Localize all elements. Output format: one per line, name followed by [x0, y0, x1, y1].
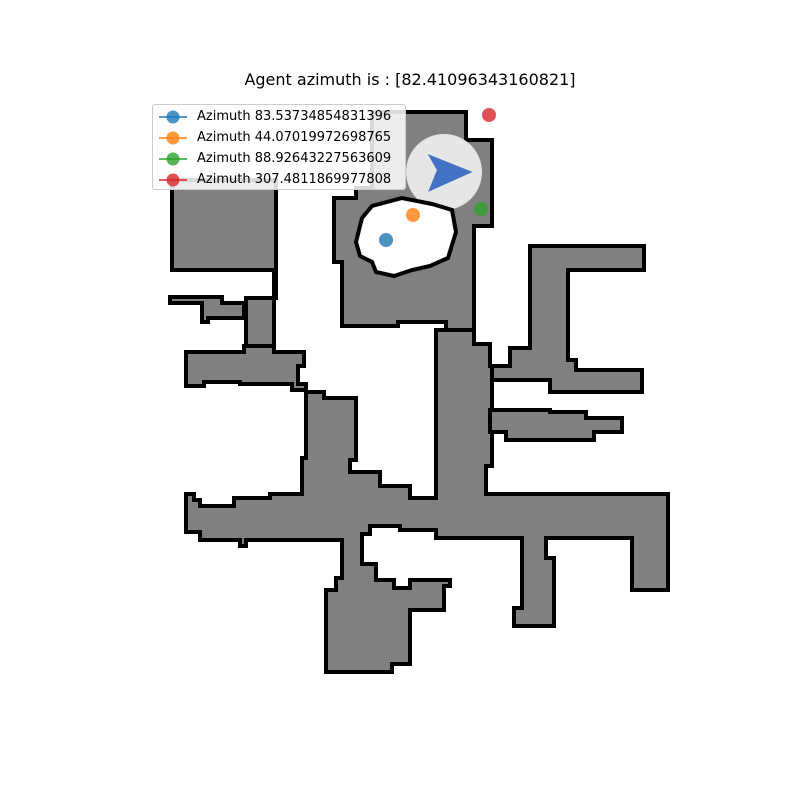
legend-item-4: Azimuth 307.4811869977808 — [153, 170, 407, 191]
azimuth-marker-4 — [482, 108, 496, 122]
azimuth-marker-2 — [406, 208, 420, 222]
legend-marker-1 — [159, 110, 187, 124]
map-region-right-protrusion — [488, 408, 624, 442]
legend-label-3: Azimuth 88.92643227563609 — [197, 151, 392, 166]
legend-item-2: Azimuth 44.07019972698765 — [153, 128, 407, 149]
legend-item-3: Azimuth 88.92643227563609 — [153, 149, 407, 170]
open-area-cutout — [353, 195, 459, 279]
legend-label-4: Azimuth 307.4811869977808 — [197, 172, 392, 187]
azimuth-marker-3 — [474, 202, 488, 216]
plot-title: Agent azimuth is : [82.41096343160821] — [244, 70, 576, 89]
legend-label-2: Azimuth 44.07019972698765 — [197, 130, 392, 145]
legend-item-1: Azimuth 83.53734854831396 — [153, 107, 407, 128]
legend-marker-2 — [159, 131, 187, 145]
legend: Azimuth 83.53734854831396 Azimuth 44.070… — [152, 104, 406, 190]
azimuth-marker-1 — [379, 233, 393, 247]
legend-marker-4 — [159, 173, 187, 187]
agent-arrow-icon — [427, 154, 473, 192]
map-region-central-spine — [184, 328, 670, 674]
legend-marker-3 — [159, 152, 187, 166]
map-region-left-ledge — [168, 295, 246, 324]
legend-label-1: Azimuth 83.53734854831396 — [197, 109, 392, 124]
map-region-right-wing — [490, 244, 646, 394]
map-region-upper-left-room — [170, 178, 278, 352]
